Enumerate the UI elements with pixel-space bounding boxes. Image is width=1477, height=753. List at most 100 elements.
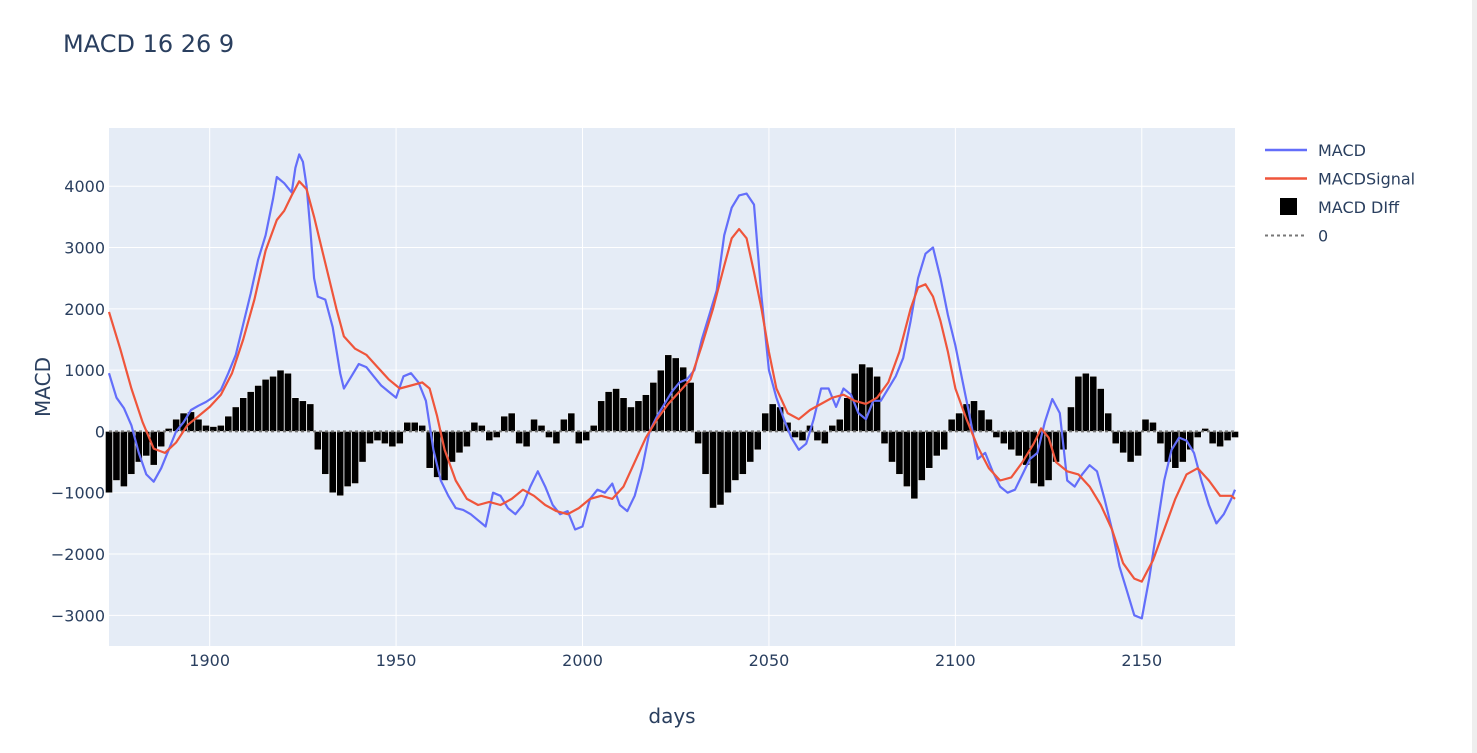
- macd-diff-bar: [314, 431, 322, 451]
- macd-diff-bar: [1074, 376, 1083, 432]
- macd-diff-bar: [164, 428, 173, 432]
- macd-diff-bar: [231, 406, 240, 432]
- macd-diff-bar: [947, 418, 956, 432]
- y-axis-label: MACD: [31, 357, 55, 417]
- macd-diff-bar: [940, 431, 948, 451]
- macd-diff-bar: [381, 431, 389, 444]
- x-tick-label: 2050: [749, 651, 790, 670]
- macd-diff-bar: [813, 431, 822, 441]
- macd-diff-bar: [589, 425, 598, 432]
- macd-diff-bar: [1141, 418, 1150, 432]
- macd-diff-bar: [910, 431, 919, 500]
- macd-diff-bar: [597, 400, 605, 432]
- macd-diff-bar: [366, 431, 374, 444]
- y-tick-label: 1000: [64, 361, 105, 380]
- macd-diff-bar: [358, 431, 367, 463]
- macd-diff-bar: [828, 425, 837, 432]
- macd-diff-bar: [291, 397, 300, 432]
- x-tick-label: 2150: [1121, 651, 1162, 670]
- macd-diff-bar: [515, 431, 523, 444]
- macd-diff-bar: [925, 431, 934, 469]
- macd-diff-bar: [351, 431, 359, 484]
- x-tick-label: 1900: [189, 651, 230, 670]
- macd-diff-bar: [686, 382, 695, 432]
- macd-diff-bar: [470, 421, 479, 432]
- macd-diff-bar: [746, 431, 755, 463]
- page-edge: [1472, 0, 1477, 753]
- macd-diff-bar: [455, 431, 464, 454]
- macd-diff-bar: [880, 431, 889, 444]
- x-tick-label: 2100: [935, 651, 976, 670]
- macd-diff-bar: [396, 431, 404, 444]
- macd-diff-bar: [731, 431, 740, 481]
- macd-diff-bar: [858, 363, 866, 432]
- macd-diff-bar: [1111, 431, 1120, 444]
- axis-ticks: 4000 3000 2000 1000 0 −1000 −2000 −3000 1900 1950…: [51, 177, 1162, 670]
- legend-swatch-macd-diff: [1280, 198, 1297, 215]
- macd-diff-bar: [246, 391, 255, 432]
- macd-diff-bar: [873, 376, 881, 432]
- macd-diff-bar: [739, 431, 747, 475]
- macd-diff-bar: [373, 431, 382, 441]
- macd-diff-bar: [634, 400, 643, 432]
- y-tick-label: 0: [95, 422, 105, 441]
- macd-diff-bar: [574, 431, 583, 444]
- macd-line: [107, 153, 1237, 620]
- macd-diff-bar: [1007, 431, 1016, 451]
- macd-diff-bar: [522, 431, 531, 448]
- macd-diff-bar: [261, 379, 270, 432]
- macd-diff-bar: [1044, 431, 1053, 481]
- macd-diff-bar: [552, 431, 561, 444]
- macd-diff-bar: [1126, 431, 1135, 463]
- macd-diff-bar: [560, 418, 568, 432]
- macd-diff-bar: [492, 431, 501, 438]
- macd-diff-bars: [105, 354, 1239, 509]
- chart-title: MACD 16 26 9: [63, 30, 234, 58]
- macd-diff-bar: [985, 418, 993, 432]
- macd-diff-bar: [932, 431, 941, 457]
- macd-diff-bar: [977, 409, 986, 432]
- x-tick-label: 2000: [562, 651, 603, 670]
- macd-diff-bar: [135, 431, 143, 463]
- macd-diff-bar: [918, 431, 926, 481]
- macd-diff-bar: [657, 369, 665, 432]
- macd-diff-bar: [1156, 431, 1165, 444]
- macd-diff-bar: [530, 418, 538, 432]
- macd-diff-bar: [627, 406, 635, 432]
- macd-diff-bar: [821, 431, 829, 444]
- macd-diff-bar: [1134, 431, 1142, 457]
- macd-diff-bar: [888, 431, 896, 463]
- macd-diff-bar: [306, 403, 315, 432]
- macd-diff-bar: [403, 421, 412, 432]
- macd-diff-bar: [269, 376, 277, 432]
- macd-diff-bar: [649, 382, 658, 432]
- macd-diff-bar: [463, 431, 471, 448]
- macd-diff-bar: [582, 431, 591, 441]
- macd-diff-bar: [1119, 431, 1127, 454]
- macd-diff-bar: [1201, 428, 1209, 432]
- macd-diff-bar: [217, 425, 225, 432]
- macd-diff-bar: [843, 397, 852, 432]
- macd-diff-bar: [276, 369, 285, 432]
- macd-diff-bar: [709, 431, 717, 509]
- macd-diff-bar: [112, 431, 121, 481]
- macd-diff-bar: [679, 366, 687, 432]
- macd-diff-bar: [612, 388, 620, 432]
- macd-lines: [107, 153, 1237, 620]
- macd-diff-bar: [410, 421, 419, 432]
- macd-diff-bar: [224, 415, 233, 432]
- macd-diff-bar: [485, 431, 494, 441]
- macd-diff-bar: [254, 385, 262, 432]
- macd-diff-bar: [903, 431, 911, 487]
- macd-diff-bar: [1216, 431, 1224, 448]
- macd-diff-bar: [761, 412, 770, 432]
- macd-diff-bar: [239, 397, 248, 432]
- macd-diff-bar: [448, 431, 456, 463]
- gridlines: [109, 128, 1235, 646]
- macd-diff-bar: [724, 431, 732, 493]
- macd-diff-bar: [299, 400, 307, 432]
- legend-label-zero: 0: [1318, 227, 1328, 246]
- macd-diff-bar: [642, 394, 650, 432]
- macd-diff-bar: [1149, 421, 1157, 432]
- macd-diff-bar: [619, 397, 628, 432]
